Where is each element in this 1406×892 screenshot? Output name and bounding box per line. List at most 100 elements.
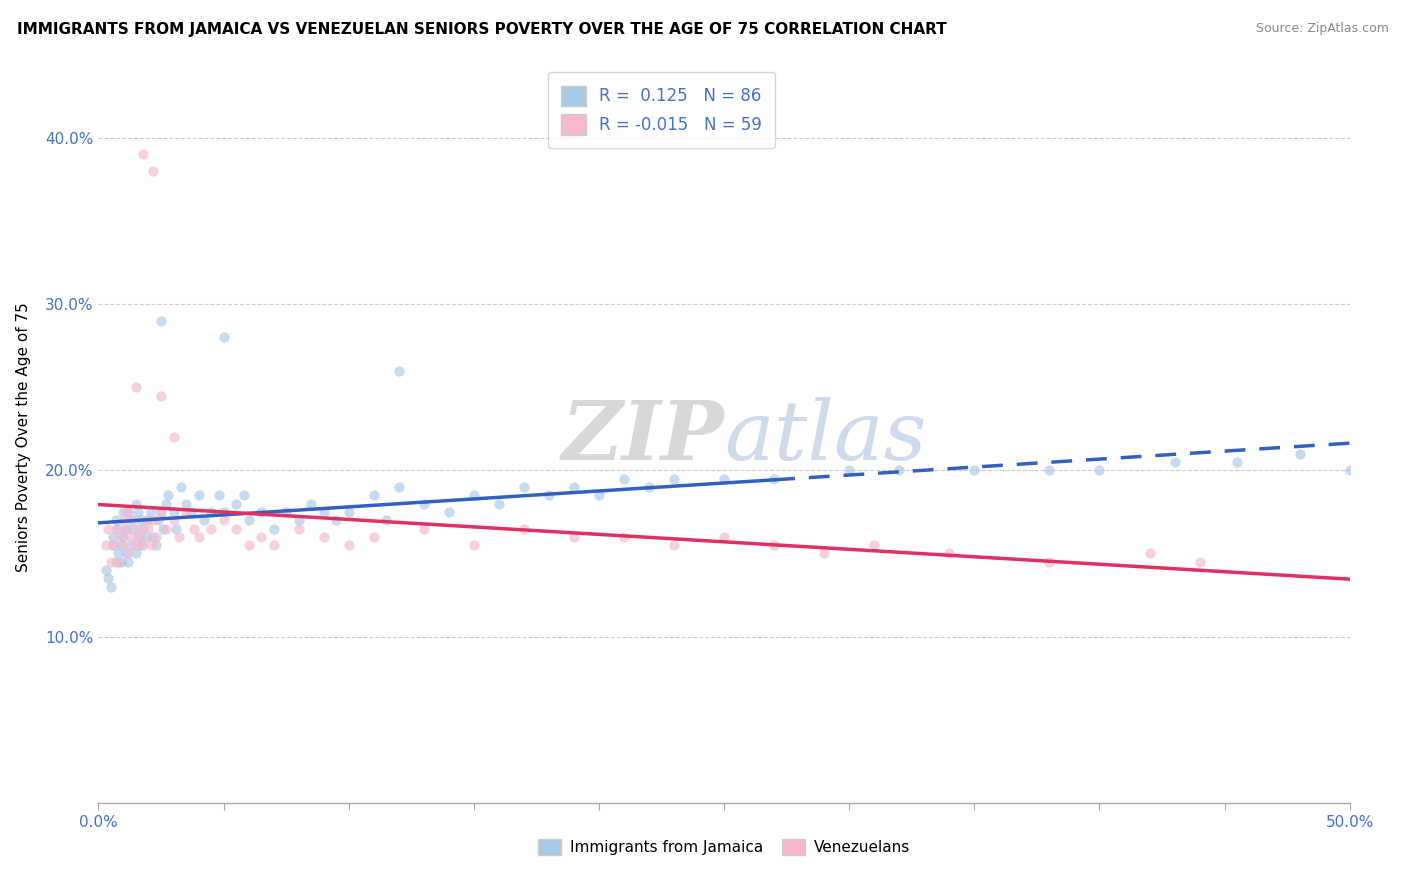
Point xyxy=(104,521,127,535)
Point xyxy=(638,480,661,494)
Point xyxy=(183,521,205,535)
Y-axis label: Seniors Poverty Over the Age of 75: Seniors Poverty Over the Age of 75 xyxy=(17,302,31,572)
Point xyxy=(325,513,347,527)
Point xyxy=(287,521,309,535)
Point xyxy=(117,546,139,560)
Point xyxy=(238,538,260,552)
Point xyxy=(110,530,132,544)
Point xyxy=(1163,455,1185,469)
Point xyxy=(1339,463,1361,477)
Point xyxy=(117,555,139,569)
Point xyxy=(412,497,434,511)
Point xyxy=(662,472,685,486)
Point xyxy=(120,538,142,552)
Point xyxy=(97,571,120,585)
Point xyxy=(375,513,398,527)
Point xyxy=(437,505,460,519)
Point xyxy=(112,513,135,527)
Point xyxy=(207,488,229,502)
Point xyxy=(1288,447,1310,461)
Point xyxy=(537,488,560,502)
Point xyxy=(152,521,174,535)
Point xyxy=(232,488,254,502)
Point xyxy=(150,505,173,519)
Point xyxy=(127,521,149,535)
Point xyxy=(132,538,155,552)
Point xyxy=(263,538,285,552)
Point xyxy=(104,513,127,527)
Point xyxy=(125,538,148,552)
Point xyxy=(120,513,142,527)
Point xyxy=(129,530,152,544)
Point xyxy=(138,513,160,527)
Text: IMMIGRANTS FROM JAMAICA VS VENEZUELAN SENIORS POVERTY OVER THE AGE OF 75 CORRELA: IMMIGRANTS FROM JAMAICA VS VENEZUELAN SE… xyxy=(17,22,946,37)
Point xyxy=(112,538,135,552)
Point xyxy=(299,497,322,511)
Point xyxy=(287,513,309,527)
Point xyxy=(138,521,160,535)
Point xyxy=(135,530,157,544)
Point xyxy=(513,480,536,494)
Point xyxy=(562,480,585,494)
Point xyxy=(388,480,411,494)
Point xyxy=(115,546,138,560)
Point xyxy=(938,546,960,560)
Point xyxy=(139,505,162,519)
Point xyxy=(115,521,138,535)
Point xyxy=(863,538,886,552)
Point xyxy=(174,497,197,511)
Point xyxy=(662,538,685,552)
Point xyxy=(120,530,142,544)
Point xyxy=(170,480,193,494)
Text: ZIP: ZIP xyxy=(561,397,724,477)
Point xyxy=(1088,463,1111,477)
Point xyxy=(813,546,835,560)
Point xyxy=(94,538,117,552)
Point xyxy=(142,164,165,178)
Point xyxy=(142,513,165,527)
Point xyxy=(145,538,167,552)
Point xyxy=(110,555,132,569)
Point xyxy=(125,546,148,560)
Point xyxy=(1188,555,1211,569)
Point xyxy=(263,521,285,535)
Point xyxy=(135,513,157,527)
Point xyxy=(112,505,135,519)
Point xyxy=(157,488,180,502)
Point xyxy=(337,505,360,519)
Point xyxy=(107,521,129,535)
Point xyxy=(187,488,209,502)
Point xyxy=(193,513,215,527)
Point xyxy=(132,521,155,535)
Point xyxy=(250,505,273,519)
Point xyxy=(613,472,636,486)
Point xyxy=(162,513,184,527)
Point xyxy=(129,513,152,527)
Point xyxy=(103,530,125,544)
Point xyxy=(117,505,139,519)
Point xyxy=(132,147,155,161)
Point xyxy=(107,546,129,560)
Point xyxy=(155,521,177,535)
Point xyxy=(713,530,735,544)
Point xyxy=(312,505,335,519)
Point xyxy=(488,497,510,511)
Point xyxy=(97,521,120,535)
Point xyxy=(115,521,138,535)
Point xyxy=(155,497,177,511)
Point xyxy=(117,505,139,519)
Point xyxy=(889,463,911,477)
Point xyxy=(388,363,411,377)
Point xyxy=(1038,463,1060,477)
Point xyxy=(312,530,335,544)
Point xyxy=(274,505,298,519)
Point xyxy=(150,388,173,402)
Point xyxy=(180,505,202,519)
Point xyxy=(363,530,385,544)
Point xyxy=(250,530,273,544)
Point xyxy=(167,530,190,544)
Point xyxy=(763,472,786,486)
Point xyxy=(103,538,125,552)
Legend: Immigrants from Jamaica, Venezuelans: Immigrants from Jamaica, Venezuelans xyxy=(531,833,917,861)
Point xyxy=(100,580,122,594)
